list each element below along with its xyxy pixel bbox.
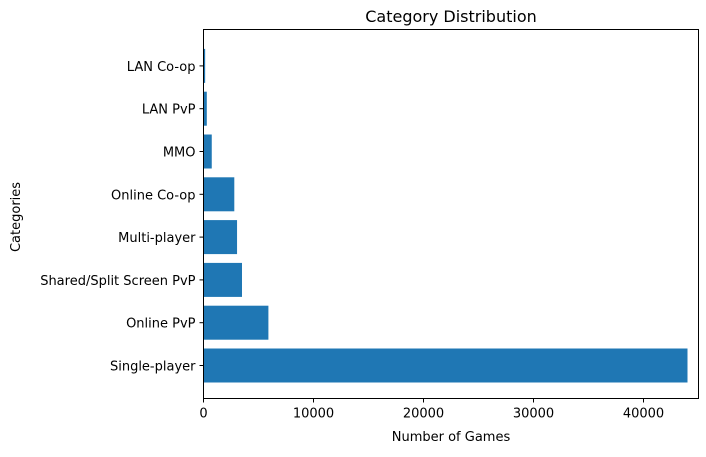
bar-single-player [203,348,688,383]
bar-lan-pvp [203,91,207,126]
bar-lan-co-op [203,48,206,83]
x-tick-label: 30000 [513,407,554,422]
y-tick-label: Online PvP [126,317,196,332]
plot-frame [203,29,699,399]
y-tick-label: MMO [163,146,196,161]
x-tick-label: 0 [199,407,207,422]
bar-online-pvp [203,305,269,340]
x-axis-label: Number of Games [392,430,511,445]
ticks-layer: Single-player Online PvP Shared/Split Scre… [40,60,664,422]
bar-shared-split-screen-pvp [203,262,242,297]
y-tick-label: LAN Co-op [127,60,196,75]
chart-title: Category Distribution [365,7,537,26]
y-tick-label: LAN PvP [142,103,196,118]
bar-multi-player [203,220,238,255]
y-tick-label: Multi-player [118,231,196,246]
y-axis-label: Categories [9,182,24,252]
bar-online-co-op [203,177,235,212]
bar-mmo [203,134,212,169]
y-tick-label: Online Co-op [111,188,195,203]
x-tick-label: 20000 [403,407,444,422]
x-tick-label: 40000 [623,407,664,422]
bars-layer [203,48,688,383]
x-tick-label: 10000 [293,407,334,422]
y-tick-label: Shared/Split Screen PvP [40,274,195,289]
y-tick-label: Single-player [110,360,196,375]
